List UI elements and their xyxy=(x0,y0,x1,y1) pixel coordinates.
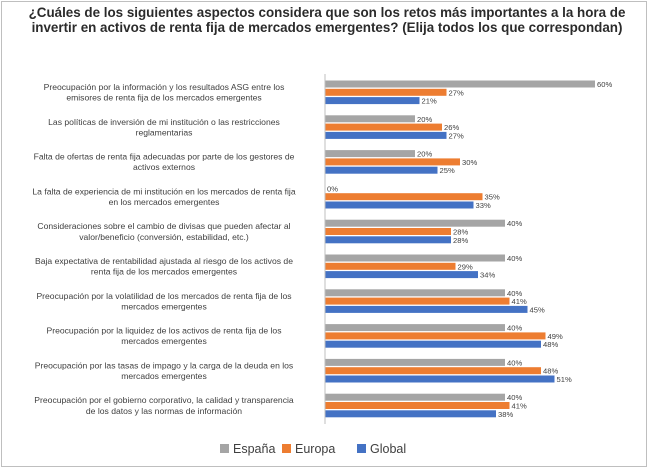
bar-espana xyxy=(325,219,505,227)
value-label-global: 51% xyxy=(557,375,572,384)
value-label-espana: 40% xyxy=(507,324,522,333)
value-label-europa: 29% xyxy=(458,262,473,271)
bar-global xyxy=(325,340,541,348)
value-label-global: 38% xyxy=(498,410,513,419)
bar-espana xyxy=(325,289,505,297)
value-label-global: 21% xyxy=(422,97,437,106)
category-labels: Preocupación por la información y los re… xyxy=(32,82,295,416)
bar-global xyxy=(325,305,528,313)
value-label-espana: 40% xyxy=(507,219,522,228)
bar-europa xyxy=(325,297,510,305)
bar-global xyxy=(325,201,474,209)
bar-espana xyxy=(325,254,505,262)
legend-label-europa: Europa xyxy=(295,442,335,456)
category-label: Preocupación por las tasas de impago y l… xyxy=(35,360,293,381)
bar-espana xyxy=(325,150,415,158)
value-label-europa: 26% xyxy=(444,123,459,132)
bar-global xyxy=(325,131,447,139)
bar-espana xyxy=(325,393,505,401)
value-label-espana: 40% xyxy=(507,358,522,367)
value-labels: 60%27%21%20%26%27%20%30%25%0%35%33%40%28… xyxy=(327,80,612,419)
category-label: Las políticas de inversión de mi institu… xyxy=(48,117,280,138)
bar-espana xyxy=(325,324,505,332)
value-label-espana: 40% xyxy=(507,289,522,298)
bar-europa xyxy=(325,402,510,409)
category-label: Falta de ofertas de renta fija adecuadas… xyxy=(34,152,295,173)
bar-europa xyxy=(325,123,442,131)
category-label: Preocupación por el gobierno corporativo… xyxy=(34,395,294,416)
value-label-europa: 48% xyxy=(543,367,558,376)
value-label-global: 28% xyxy=(453,236,468,245)
category-label: La falta de experiencia de mi institució… xyxy=(32,186,295,207)
legend-swatch-global xyxy=(357,444,366,453)
bar-europa xyxy=(325,262,456,270)
value-label-espana: 0% xyxy=(327,184,338,193)
value-label-global: 34% xyxy=(480,271,495,280)
value-label-global: 45% xyxy=(530,305,545,314)
legend-label-espana: España xyxy=(233,442,275,456)
category-label: Preocupación por la información y los re… xyxy=(44,82,285,103)
value-label-global: 33% xyxy=(476,201,491,210)
category-label: Baja expectativa de rentabilidad ajustad… xyxy=(35,256,293,277)
category-label: Consideraciones sobre el cambio de divis… xyxy=(37,221,290,242)
value-label-global: 48% xyxy=(543,340,558,349)
chart-title: ¿Cuáles de los siguientes aspectos consi… xyxy=(28,5,626,36)
legend-label-global: Global xyxy=(370,442,406,456)
bar-global xyxy=(325,97,420,105)
bars xyxy=(325,80,595,418)
value-label-global: 27% xyxy=(449,131,464,140)
category-label: Preocupación por la volatilidad de los m… xyxy=(36,291,291,312)
bar-global xyxy=(325,236,451,244)
bar-global xyxy=(325,271,478,279)
bar-global xyxy=(325,375,555,383)
bar-global xyxy=(325,166,438,174)
category-label: Preocupación por la liquidez de los acti… xyxy=(46,326,281,347)
value-label-espana: 60% xyxy=(597,80,612,89)
value-label-global: 25% xyxy=(440,166,455,175)
value-label-europa: 41% xyxy=(512,297,527,306)
bar-global xyxy=(325,410,496,418)
value-label-europa: 49% xyxy=(548,332,563,341)
value-label-espana: 20% xyxy=(417,150,432,159)
legend-swatch-europa xyxy=(282,444,291,453)
bar-espana xyxy=(325,80,595,88)
value-label-europa: 30% xyxy=(462,158,477,167)
bar-europa xyxy=(325,88,447,96)
value-label-espana: 20% xyxy=(417,115,432,124)
bar-europa xyxy=(325,332,546,340)
bar-espana xyxy=(325,115,415,123)
value-label-europa: 27% xyxy=(449,88,464,97)
bar-europa xyxy=(325,193,483,201)
value-label-espana: 40% xyxy=(507,254,522,263)
legend: España Europa Global xyxy=(220,442,406,456)
value-label-europa: 41% xyxy=(512,402,527,411)
bar-espana xyxy=(325,358,505,366)
value-label-espana: 40% xyxy=(507,393,522,402)
legend-swatch-espana xyxy=(220,444,229,453)
value-label-europa: 35% xyxy=(485,193,500,202)
bar-europa xyxy=(325,228,451,235)
bar-europa xyxy=(325,367,541,375)
bar-europa xyxy=(325,158,460,166)
value-label-europa: 28% xyxy=(453,228,468,237)
